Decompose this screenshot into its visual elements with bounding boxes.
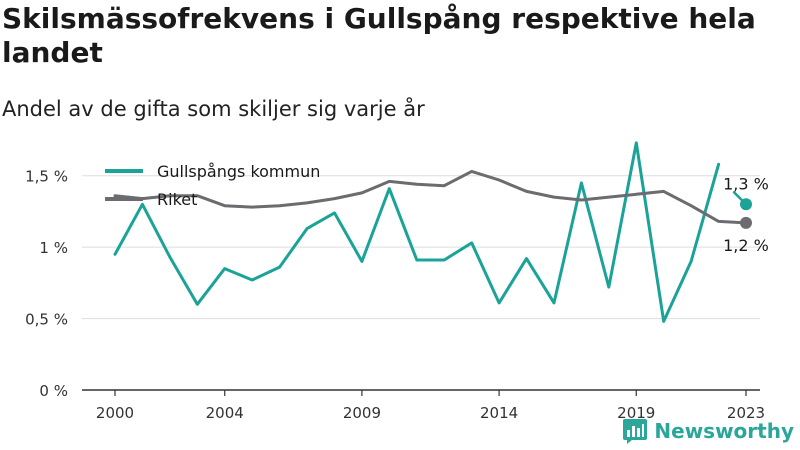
x-axis-ticks: 2000 2004 2009 2014 2019 2023 bbox=[96, 390, 765, 422]
y-tick-label: 1,5 % bbox=[25, 168, 68, 186]
x-tick-label: 2000 bbox=[96, 404, 134, 422]
end-value-label: 1,2 % bbox=[723, 236, 769, 255]
x-tick-label: 2009 bbox=[343, 404, 381, 422]
x-tick-label: 2004 bbox=[206, 404, 244, 422]
grid-lines bbox=[82, 175, 760, 391]
x-tick-label: 2014 bbox=[480, 404, 518, 422]
y-tick-label: 0 % bbox=[39, 382, 68, 400]
brand-name: Newsworthy bbox=[654, 419, 794, 443]
y-tick-label: 0,5 % bbox=[25, 311, 68, 329]
end-point bbox=[740, 198, 752, 211]
series-line-riket bbox=[113, 169, 748, 225]
series-line-gullspang bbox=[113, 141, 721, 323]
end-connector bbox=[732, 191, 744, 202]
end-value-label: 1,3 % bbox=[723, 174, 769, 193]
legend-label: Gullspångs kommun bbox=[157, 162, 320, 181]
series-lines bbox=[113, 141, 748, 323]
legend: Gullspångs kommun Riket bbox=[105, 162, 320, 209]
legend-label: Riket bbox=[157, 190, 197, 209]
end-labels: 1,3 % 1,2 % bbox=[723, 174, 769, 255]
y-tick-label: 1 % bbox=[39, 239, 68, 257]
y-axis-ticks: 0 % 0,5 % 1 % 1,5 % bbox=[25, 168, 68, 400]
x-tick-label: 2023 bbox=[727, 404, 765, 422]
end-point bbox=[740, 216, 752, 229]
chart-subtitle: Andel av de gifta som skiljer sig varje … bbox=[2, 97, 425, 121]
newsworthy-brand: Newsworthy bbox=[622, 418, 794, 444]
chart-title: Skilsmässofrekvens i Gullspång respektiv… bbox=[2, 2, 756, 69]
x-tick-label: 2019 bbox=[617, 404, 655, 422]
newsworthy-logo-icon bbox=[623, 419, 648, 444]
